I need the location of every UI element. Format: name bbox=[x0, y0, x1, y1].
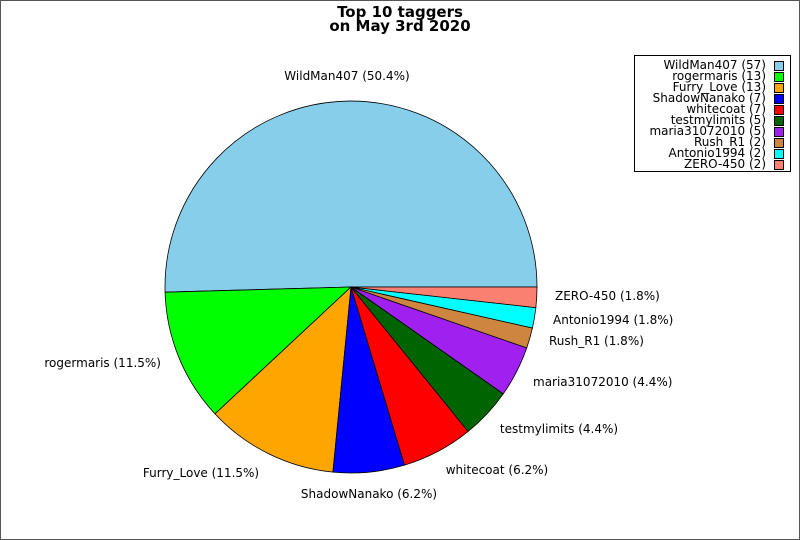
legend-swatch bbox=[774, 104, 784, 115]
slice-label-rush-r1: Rush_R1 (1.8%) bbox=[549, 334, 644, 348]
slice-label-testmylimits: testmylimits (4.4%) bbox=[500, 422, 618, 436]
legend: WildMan407 (57) rogermaris (13) Furry_Love… bbox=[634, 55, 791, 172]
legend-item-rush-r1: Rush_R1 (2) bbox=[693, 135, 784, 149]
slice-label-antonio1994: Antonio1994 (1.8%) bbox=[553, 313, 673, 327]
legend-swatch bbox=[774, 60, 784, 71]
legend-swatch bbox=[774, 82, 784, 93]
legend-label: Antonio1994 (2) bbox=[668, 146, 767, 160]
legend-item-maria31072010: maria31072010 (5) bbox=[649, 124, 784, 138]
legend-swatch bbox=[774, 148, 784, 159]
pie-slice-wildman407 bbox=[164, 100, 538, 293]
legend-swatch bbox=[774, 159, 784, 170]
legend-label: whitecoat (7) bbox=[686, 102, 766, 116]
pie-slice-rogermaris bbox=[164, 286, 353, 415]
legend-swatch bbox=[774, 115, 784, 126]
legend-swatch bbox=[774, 137, 784, 148]
legend-swatch bbox=[774, 71, 784, 82]
chart-title: Top 10 taggers bbox=[337, 3, 463, 21]
slice-label-rogermaris: rogermaris (11.5%) bbox=[44, 356, 161, 370]
legend-item-wildman407: WildMan407 (57) bbox=[663, 58, 784, 72]
legend-label: WildMan407 (57) bbox=[663, 58, 766, 72]
legend-item-whitecoat: whitecoat (7) bbox=[686, 102, 784, 116]
slice-label-furry-love: Furry_Love (11.5%) bbox=[143, 466, 259, 480]
chart-subtitle: on May 3rd 2020 bbox=[329, 17, 471, 35]
legend-swatch bbox=[774, 93, 784, 104]
legend-item-shadownanako: ShadowNanako (7) bbox=[652, 91, 784, 105]
legend-item-testmylimits: testmylimits (5) bbox=[670, 113, 784, 127]
legend-label: testmylimits (5) bbox=[670, 113, 766, 127]
legend-label: Furry_Love (13) bbox=[672, 80, 766, 94]
slice-label-whitecoat: whitecoat (6.2%) bbox=[446, 463, 549, 477]
pie-slice-zero-450 bbox=[350, 286, 538, 309]
pie-slice-furry-love bbox=[214, 285, 352, 473]
legend-item-zero-450: ZERO-450 (2) bbox=[684, 157, 784, 171]
slice-label-zero-450: ZERO-450 (1.8%) bbox=[555, 289, 660, 303]
slice-label-maria31072010: maria31072010 (4.4%) bbox=[533, 375, 672, 389]
legend-label: Rush_R1 (2) bbox=[693, 135, 766, 149]
legend-label: maria31072010 (5) bbox=[649, 124, 766, 138]
legend-label: ZERO-450 (2) bbox=[684, 157, 766, 171]
legend-label: rogermaris (13) bbox=[672, 69, 766, 83]
slice-label-shadownanako: ShadowNanako (6.2%) bbox=[301, 487, 437, 501]
legend-item-rogermaris: rogermaris (13) bbox=[672, 69, 784, 83]
legend-item-antonio1994: Antonio1994 (2) bbox=[668, 146, 784, 160]
legend-label: ShadowNanako (7) bbox=[652, 91, 766, 105]
slice-label-wildman407: WildMan407 (50.4%) bbox=[284, 69, 409, 83]
legend-swatch bbox=[774, 126, 784, 137]
legend-item-furry-love: Furry_Love (13) bbox=[672, 80, 784, 94]
